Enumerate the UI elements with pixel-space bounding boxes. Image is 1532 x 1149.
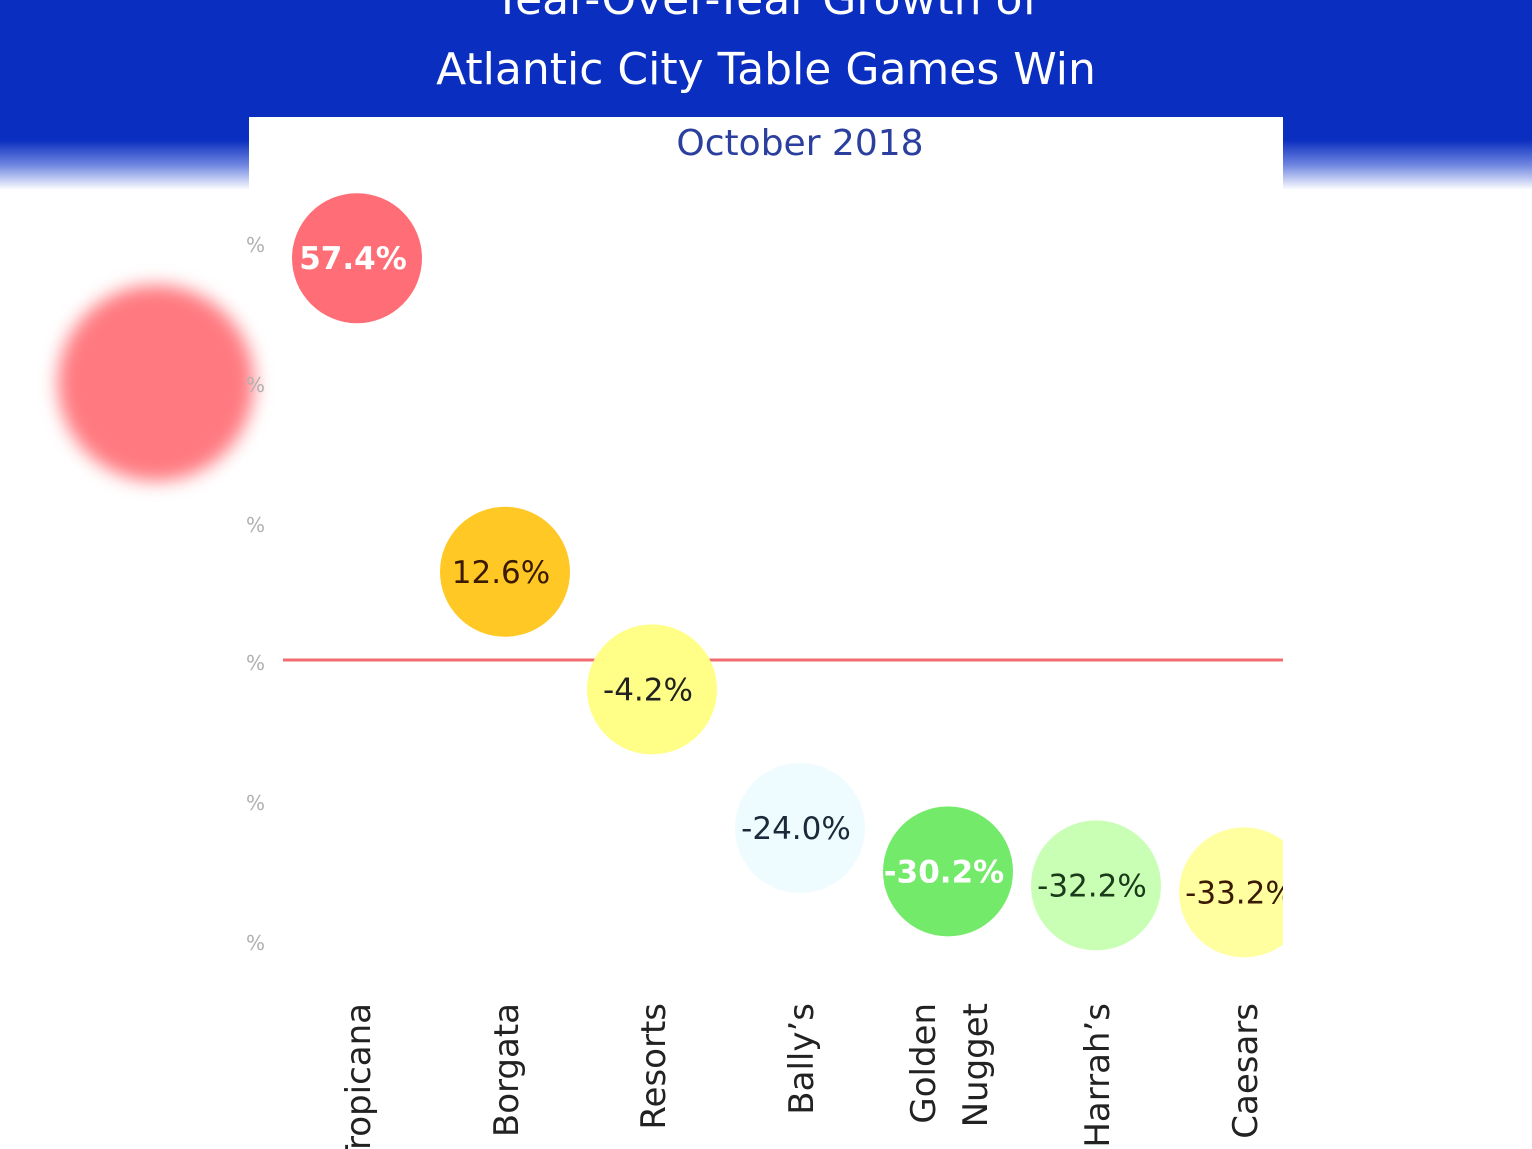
x-category-label: Resorts <box>634 1003 674 1130</box>
bubble-caesars[interactable] <box>1179 827 1309 958</box>
bubble-resorts[interactable] <box>587 624 717 755</box>
bubble-harrah-s[interactable] <box>1031 820 1161 951</box>
y-tick-label: % <box>246 233 265 257</box>
data-label: 57.4% <box>299 241 407 277</box>
x-category-label: Golden <box>904 1003 944 1124</box>
y-tick-label: % <box>246 931 265 955</box>
chart-title-line-1: Year-Over-Year Growth of <box>0 0 1532 25</box>
y-tick-label: % <box>246 373 265 397</box>
x-category-label: Tropicana <box>339 1003 379 1149</box>
y-tick-label: % <box>246 513 265 537</box>
data-label: -24.0% <box>741 811 851 847</box>
x-category-label: Caesars <box>1226 1003 1266 1139</box>
chart-panel <box>249 117 1283 1149</box>
x-category-label: Bally’s <box>782 1003 822 1115</box>
x-category-label: Nugget <box>956 1003 996 1127</box>
bubble-bally-s[interactable] <box>735 763 865 893</box>
bubble-tropicana[interactable] <box>292 193 422 324</box>
y-tick-label: % <box>246 791 265 815</box>
data-label: -32.2% <box>1037 868 1147 904</box>
data-label: 12.6% <box>452 555 550 591</box>
blurred-bubble-decoration <box>58 285 254 481</box>
y-tick-label: % <box>246 651 265 675</box>
bubble-golden-nugget[interactable] <box>883 806 1013 937</box>
data-label: -4.2% <box>603 672 693 708</box>
x-category-label: Borgata <box>487 1003 527 1137</box>
chart-title-line-2: Atlantic City Table Games Win <box>436 44 1096 95</box>
data-label: -30.2% <box>884 854 1004 890</box>
x-category-label: Harrah’s <box>1078 1003 1118 1148</box>
data-label: -33.2% <box>1185 875 1295 911</box>
chart-subtitle: October 2018 <box>676 123 924 164</box>
bubble-borgata[interactable] <box>440 506 570 637</box>
